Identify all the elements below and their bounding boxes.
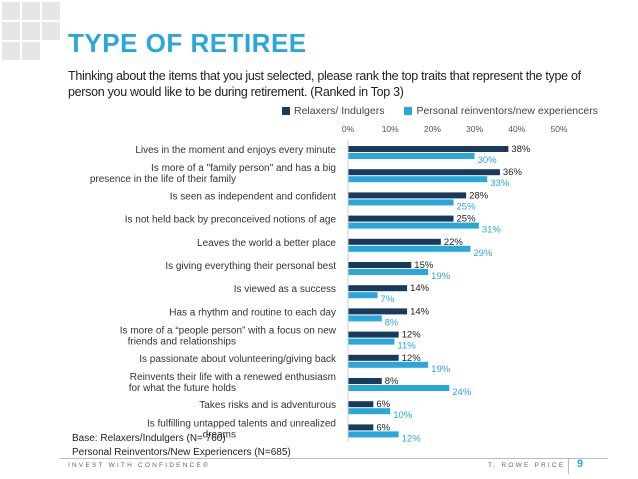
data-label-reinventors: 33% xyxy=(490,178,510,189)
data-label-reinventors: 11% xyxy=(397,341,416,352)
bar-relaxers xyxy=(348,192,467,199)
category-label: Is fulfilling untapped talents and unrea… xyxy=(147,418,336,440)
page-separator xyxy=(568,458,569,474)
category-label: Is giving everything their personal best xyxy=(165,261,336,272)
question-text: Thinking about the items that you just s… xyxy=(68,69,581,99)
bar-relaxers xyxy=(348,262,412,268)
axis-tick-label: 20% xyxy=(424,124,441,134)
bar-relaxers xyxy=(348,354,399,361)
page-number: 9 xyxy=(577,458,584,470)
bar-reinventors xyxy=(348,361,429,368)
chart-legend: Relaxers/ Indulgers Personal reinventors… xyxy=(282,105,598,117)
bar-reinventors xyxy=(348,222,479,229)
logo-grid xyxy=(0,0,62,62)
data-label-relaxers: 15% xyxy=(414,260,434,271)
bar-reinventors xyxy=(348,153,475,159)
bar-reinventors xyxy=(348,176,488,183)
category-label: Is viewed as a success xyxy=(234,284,336,295)
bar-reinventors xyxy=(348,269,429,275)
base-note: Base: Relaxers/Indulgers (N= 760) Person… xyxy=(72,432,291,460)
data-label-reinventors: 30% xyxy=(478,155,498,166)
data-label-reinventors: 25% xyxy=(457,201,477,212)
category-label: Takes risks and is adventurous xyxy=(199,400,336,411)
footer-brand: T. ROWE PRICE xyxy=(488,462,566,469)
page-title: TYPE OF RETIREE xyxy=(68,28,307,58)
data-label-reinventors: 24% xyxy=(452,387,472,398)
base-line-1: Base: Relaxers/Indulgers (N= 760) xyxy=(72,433,226,444)
category-label: Is seen as independent and confident xyxy=(170,191,336,202)
category-label: Is more of a "family person" and has a b… xyxy=(90,163,336,185)
category-label: Lives in the moment and enjoys every min… xyxy=(135,145,336,156)
data-label-reinventors: 7% xyxy=(381,294,395,305)
bar-relaxers xyxy=(348,331,399,338)
data-label-reinventors: 10% xyxy=(393,410,413,421)
bar-relaxers xyxy=(348,378,382,384)
data-label-relaxers: 12% xyxy=(402,353,422,364)
bar-relaxers xyxy=(348,424,374,431)
bar-reinventors xyxy=(348,385,450,391)
bar-relaxers xyxy=(348,401,374,408)
category-label: Has a rhythm and routine to each day xyxy=(169,307,336,318)
legend-swatch-series2 xyxy=(404,107,413,115)
footer-tagline: INVEST WITH CONFIDENCE® xyxy=(68,462,210,469)
category-label: Reinvents their life with a renewed enth… xyxy=(129,372,336,394)
legend-label-series1: Relaxers/ Indulgers xyxy=(294,105,385,117)
category-label: Is more of a “people person” with a focu… xyxy=(120,326,337,348)
data-label-reinventors: 19% xyxy=(431,271,451,282)
data-label-relaxers: 28% xyxy=(469,190,489,201)
data-label-relaxers: 12% xyxy=(402,330,422,341)
data-label-relaxers: 22% xyxy=(444,237,464,248)
bar-reinventors xyxy=(348,199,454,206)
axis-tick-label: 0% xyxy=(342,124,355,134)
base-line-2: Personal Reinventors/New Experiencers (N… xyxy=(72,447,291,458)
data-label-reinventors: 29% xyxy=(473,248,493,259)
bar-reinventors xyxy=(348,431,399,438)
axis-tick-label: 40% xyxy=(508,124,525,134)
data-label-relaxers: 14% xyxy=(410,306,430,317)
axis-tick-label: 10% xyxy=(382,124,399,134)
data-label-reinventors: 8% xyxy=(385,317,399,328)
footer-divider xyxy=(60,458,608,459)
bar-relaxers xyxy=(348,169,500,176)
bar-reinventors xyxy=(348,292,378,299)
bar-reinventors xyxy=(348,408,391,415)
legend-label-series2: Personal reinventors/new experiencers xyxy=(416,105,598,117)
bar-relaxers xyxy=(348,308,408,315)
data-label-relaxers: 8% xyxy=(385,376,399,387)
axis-tick-label: 50% xyxy=(550,124,567,134)
axis-tick-label: 30% xyxy=(466,124,483,134)
category-label: Is not held back by preconceived notions… xyxy=(125,215,337,226)
data-label-relaxers: 36% xyxy=(503,167,523,178)
bar-relaxers xyxy=(348,215,454,222)
category-label: Leaves the world a better place xyxy=(197,238,336,249)
bar-reinventors xyxy=(348,245,471,252)
bar-relaxers xyxy=(348,146,509,152)
data-label-relaxers: 38% xyxy=(511,144,531,155)
bar-relaxers xyxy=(348,238,441,245)
data-label-reinventors: 19% xyxy=(431,364,451,375)
data-label-relaxers: 6% xyxy=(376,399,390,410)
data-label-relaxers: 14% xyxy=(410,283,430,294)
bar-relaxers xyxy=(348,285,408,292)
category-label: Is passionate about volunteering/giving … xyxy=(139,354,337,365)
legend-swatch-series1 xyxy=(282,107,290,115)
data-label-reinventors: 12% xyxy=(402,433,422,444)
bar-reinventors xyxy=(348,338,395,345)
data-label-reinventors: 31% xyxy=(482,225,502,236)
data-label-relaxers: 25% xyxy=(457,214,477,225)
bar-reinventors xyxy=(348,315,382,322)
data-label-relaxers: 6% xyxy=(376,422,390,433)
